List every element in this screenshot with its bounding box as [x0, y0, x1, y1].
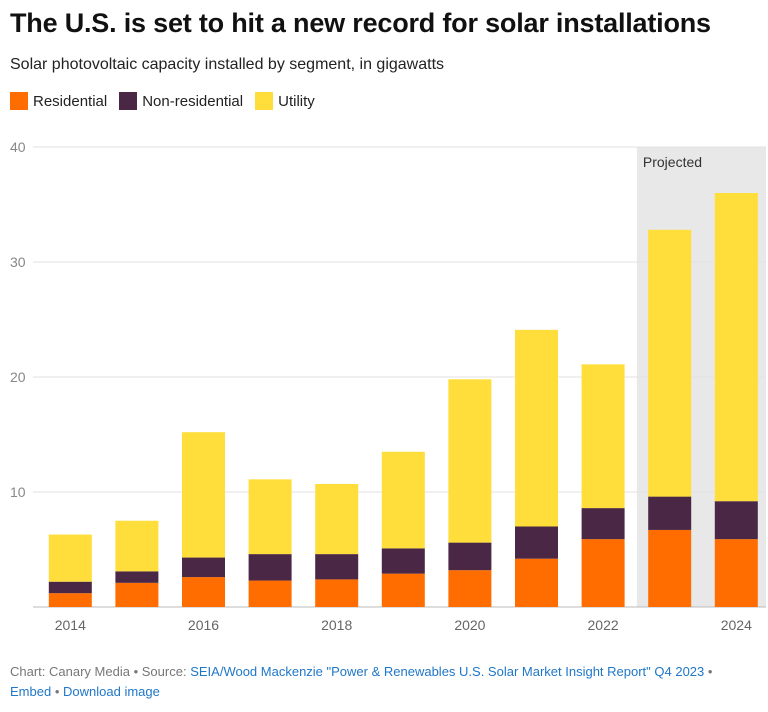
bar-utility-2016 — [182, 432, 225, 558]
bar-utility-2017 — [248, 479, 292, 555]
legend-item-residential: Residential — [10, 92, 107, 110]
footer-separator: • — [54, 684, 60, 699]
x-tick-label: 2014 — [55, 617, 86, 633]
y-tick-label: 40 — [10, 139, 26, 155]
bar-utility-2023 — [648, 229, 692, 497]
bar-non-residential-2024 — [714, 501, 758, 540]
legend-swatch-utility — [255, 92, 274, 110]
bar-residential-2023 — [648, 529, 692, 607]
bar-residential-2017 — [248, 580, 292, 607]
bar-residential-2016 — [182, 577, 225, 607]
legend-label-utility: Utility — [278, 92, 315, 110]
y-tick-label: 20 — [10, 369, 26, 385]
download-image-link[interactable]: Download image — [63, 684, 160, 699]
bar-residential-2014 — [48, 593, 92, 607]
bar-utility-2018 — [315, 483, 359, 555]
bar-utility-2020 — [448, 379, 492, 543]
y-tick-label: 30 — [10, 254, 26, 270]
x-tick-label: 2018 — [321, 617, 352, 633]
embed-link[interactable]: Embed — [10, 684, 52, 699]
legend-item-utility: Utility — [255, 92, 315, 110]
legend-swatch-non-residential — [119, 92, 138, 110]
x-tick-label: 2024 — [721, 617, 752, 633]
x-tick-label: 2022 — [588, 617, 619, 633]
stacked-bar-chart: 10 20 30 40 Projected 2014 2016 2018 2020 2022 202… — [10, 139, 766, 633]
bar-utility-2022 — [581, 364, 625, 509]
bar-non-residential-2017 — [248, 554, 292, 581]
bar-residential-2024 — [714, 539, 758, 607]
chart-subtitle: Solar photovoltaic capacity installed by… — [10, 56, 445, 73]
bar-residential-2018 — [315, 579, 359, 607]
x-tick-label: 2016 — [188, 617, 219, 633]
bar-residential-2015 — [115, 582, 159, 607]
bar-non-residential-2019 — [381, 548, 425, 574]
bar-utility-2024 — [714, 193, 758, 502]
bar-utility-2015 — [115, 520, 159, 572]
bar-non-residential-2016 — [182, 557, 225, 578]
legend-swatch-residential — [10, 92, 28, 110]
bar-utility-2019 — [381, 451, 425, 549]
x-tick-label: 2020 — [454, 617, 485, 633]
footer-source-link[interactable]: SEIA/Wood Mackenzie "Power & Renewables … — [190, 664, 705, 679]
bar-utility-2021 — [515, 329, 558, 527]
bar-non-residential-2023 — [648, 496, 692, 530]
footer-source-prefix: Source: — [141, 664, 187, 679]
footer-credit: Chart: Canary Media — [10, 664, 130, 679]
legend-item-non-residential: Non-residential — [119, 92, 243, 110]
bar-non-residential-2015 — [115, 571, 159, 583]
bar-residential-2022 — [581, 539, 625, 607]
bar-residential-2020 — [448, 570, 492, 607]
footer: Chart: Canary Media • Source: SEIA/Wood … — [10, 662, 760, 702]
bar-non-residential-2014 — [48, 581, 92, 594]
bar-utility-2014 — [48, 534, 92, 582]
bar-residential-2021 — [515, 558, 558, 607]
legend-label-non-residential: Non-residential — [142, 92, 244, 110]
y-tick-label: 10 — [10, 484, 26, 500]
chart-title: The U.S. is set to hit a new record for … — [10, 8, 711, 38]
bar-non-residential-2022 — [581, 508, 625, 540]
footer-separator: • — [133, 664, 139, 679]
bar-non-residential-2021 — [515, 526, 558, 559]
bar-non-residential-2020 — [448, 542, 492, 571]
bar-residential-2019 — [381, 573, 425, 607]
bar-non-residential-2018 — [315, 554, 359, 580]
footer-separator: • — [707, 664, 713, 679]
legend-label-residential: Residential — [33, 92, 108, 110]
legend: Residential Non-residential Utility — [10, 92, 327, 110]
projected-label: Projected — [643, 154, 702, 170]
